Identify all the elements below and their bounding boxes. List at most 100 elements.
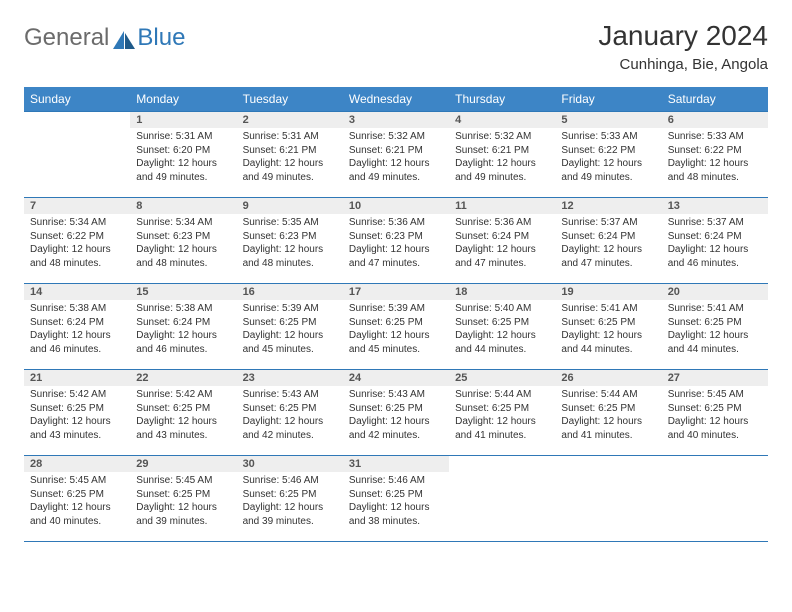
calendar-day-cell: 29 Sunrise: 5:45 AMSunset: 6:25 PMDayligh… xyxy=(130,456,236,542)
sunset-text: Sunset: 6:24 PM xyxy=(136,316,230,330)
daylight-text: Daylight: 12 hours and 49 minutes. xyxy=(243,157,337,184)
sunrise-text: Sunrise: 5:37 AM xyxy=(668,216,762,230)
calendar-day-cell: 4Sunrise: 5:32 AMSunset: 6:21 PMDaylight… xyxy=(449,112,555,198)
day-number: 13 xyxy=(662,198,768,214)
day-number: 18 xyxy=(449,284,555,300)
day-number: 26 xyxy=(555,370,661,386)
calendar-day-cell: 25Sunrise: 5:44 AMSunset: 6:25 PMDayligh… xyxy=(449,370,555,456)
sunrise-text: Sunrise: 5:33 AM xyxy=(561,130,655,144)
sunrise-text: Sunrise: 5:36 AM xyxy=(349,216,443,230)
calendar-day-cell: 8Sunrise: 5:34 AMSunset: 6:23 PMDaylight… xyxy=(130,198,236,284)
sunrise-text: Sunrise: 5:34 AM xyxy=(136,216,230,230)
day-detail: Sunrise: 5:37 AMSunset: 6:24 PMDaylight:… xyxy=(555,214,661,274)
calendar-day-cell: 18Sunrise: 5:40 AMSunset: 6:25 PMDayligh… xyxy=(449,284,555,370)
sunrise-text: Sunrise: 5:32 AM xyxy=(455,130,549,144)
sunrise-text: Sunrise: 5:31 AM xyxy=(136,130,230,144)
calendar-day-cell: 3Sunrise: 5:32 AMSunset: 6:21 PMDaylight… xyxy=(343,112,449,198)
sunrise-text: Sunrise: 5:42 AM xyxy=(30,388,124,402)
sunrise-text: Sunrise: 5:43 AM xyxy=(243,388,337,402)
sunrise-text: Sunrise: 5:36 AM xyxy=(455,216,549,230)
sunrise-text: Sunrise: 5:46 AM xyxy=(349,474,443,488)
calendar-week-row: 1Sunrise: 5:31 AMSunset: 6:20 PMDaylight… xyxy=(24,112,768,198)
calendar-day-cell: 10Sunrise: 5:36 AMSunset: 6:23 PMDayligh… xyxy=(343,198,449,284)
sunrise-text: Sunrise: 5:39 AM xyxy=(243,302,337,316)
day-number: 28 xyxy=(24,456,130,472)
daylight-text: Daylight: 12 hours and 44 minutes. xyxy=(561,329,655,356)
calendar-day-cell: 12Sunrise: 5:37 AMSunset: 6:24 PMDayligh… xyxy=(555,198,661,284)
sunset-text: Sunset: 6:24 PM xyxy=(455,230,549,244)
calendar-day-cell: 11Sunrise: 5:36 AMSunset: 6:24 PMDayligh… xyxy=(449,198,555,284)
day-number: 8 xyxy=(130,198,236,214)
day-number: 27 xyxy=(662,370,768,386)
calendar-week-row: 21Sunrise: 5:42 AMSunset: 6:25 PMDayligh… xyxy=(24,370,768,456)
daylight-text: Daylight: 12 hours and 39 minutes. xyxy=(136,501,230,528)
day-number: 9 xyxy=(237,198,343,214)
day-detail: Sunrise: 5:40 AMSunset: 6:25 PMDaylight:… xyxy=(449,300,555,360)
weekday-header: Saturday xyxy=(662,87,768,112)
day-detail: Sunrise: 5:38 AMSunset: 6:24 PMDaylight:… xyxy=(24,300,130,360)
calendar-week-row: 7Sunrise: 5:34 AMSunset: 6:22 PMDaylight… xyxy=(24,198,768,284)
sunset-text: Sunset: 6:25 PM xyxy=(349,488,443,502)
sunrise-text: Sunrise: 5:38 AM xyxy=(30,302,124,316)
sunset-text: Sunset: 6:21 PM xyxy=(349,144,443,158)
calendar-week-row: 14Sunrise: 5:38 AMSunset: 6:24 PMDayligh… xyxy=(24,284,768,370)
daylight-text: Daylight: 12 hours and 48 minutes. xyxy=(243,243,337,270)
day-detail: Sunrise: 5:44 AMSunset: 6:25 PMDaylight:… xyxy=(555,386,661,446)
daylight-text: Daylight: 12 hours and 40 minutes. xyxy=(30,501,124,528)
sunset-text: Sunset: 6:25 PM xyxy=(561,402,655,416)
daylight-text: Daylight: 12 hours and 40 minutes. xyxy=(668,415,762,442)
day-number: 19 xyxy=(555,284,661,300)
sunrise-text: Sunrise: 5:44 AM xyxy=(455,388,549,402)
day-detail: Sunrise: 5:42 AMSunset: 6:25 PMDaylight:… xyxy=(130,386,236,446)
sunset-text: Sunset: 6:24 PM xyxy=(561,230,655,244)
daylight-text: Daylight: 12 hours and 49 minutes. xyxy=(349,157,443,184)
brand-part1: General xyxy=(24,24,109,52)
daylight-text: Daylight: 12 hours and 47 minutes. xyxy=(455,243,549,270)
daylight-text: Daylight: 12 hours and 46 minutes. xyxy=(136,329,230,356)
sunset-text: Sunset: 6:24 PM xyxy=(30,316,124,330)
day-number: 29 xyxy=(130,456,236,472)
day-number: 21 xyxy=(24,370,130,386)
day-detail: Sunrise: 5:43 AMSunset: 6:25 PMDaylight:… xyxy=(237,386,343,446)
day-detail: Sunrise: 5:33 AMSunset: 6:22 PMDaylight:… xyxy=(662,128,768,188)
sunset-text: Sunset: 6:25 PM xyxy=(668,316,762,330)
day-number: 30 xyxy=(237,456,343,472)
weekday-header: Monday xyxy=(130,87,236,112)
daylight-text: Daylight: 12 hours and 49 minutes. xyxy=(455,157,549,184)
calendar-day-cell: 19Sunrise: 5:41 AMSunset: 6:25 PMDayligh… xyxy=(555,284,661,370)
sail-icon xyxy=(113,28,135,46)
daylight-text: Daylight: 12 hours and 42 minutes. xyxy=(243,415,337,442)
calendar-day-cell: 5Sunrise: 5:33 AMSunset: 6:22 PMDaylight… xyxy=(555,112,661,198)
day-detail: Sunrise: 5:36 AMSunset: 6:24 PMDaylight:… xyxy=(449,214,555,274)
sunrise-text: Sunrise: 5:38 AM xyxy=(136,302,230,316)
sunset-text: Sunset: 6:25 PM xyxy=(455,402,549,416)
day-detail: Sunrise: 5:41 AMSunset: 6:25 PMDaylight:… xyxy=(662,300,768,360)
daylight-text: Daylight: 12 hours and 39 minutes. xyxy=(243,501,337,528)
sunset-text: Sunset: 6:25 PM xyxy=(30,402,124,416)
day-detail: Sunrise: 5:41 AMSunset: 6:25 PMDaylight:… xyxy=(555,300,661,360)
day-number: 10 xyxy=(343,198,449,214)
daylight-text: Daylight: 12 hours and 45 minutes. xyxy=(349,329,443,356)
day-detail: Sunrise: 5:43 AMSunset: 6:25 PMDaylight:… xyxy=(343,386,449,446)
header: General Blue January 2024 Cunhinga, Bie,… xyxy=(24,20,768,73)
sunset-text: Sunset: 6:25 PM xyxy=(243,488,337,502)
calendar-day-cell xyxy=(555,456,661,542)
daylight-text: Daylight: 12 hours and 48 minutes. xyxy=(668,157,762,184)
day-detail: Sunrise: 5:45 AMSunset: 6:25 PMDaylight:… xyxy=(24,472,130,532)
day-detail: Sunrise: 5:31 AMSunset: 6:21 PMDaylight:… xyxy=(237,128,343,188)
sunset-text: Sunset: 6:25 PM xyxy=(136,488,230,502)
daylight-text: Daylight: 12 hours and 41 minutes. xyxy=(455,415,549,442)
sunset-text: Sunset: 6:25 PM xyxy=(243,402,337,416)
daylight-text: Daylight: 12 hours and 48 minutes. xyxy=(136,243,230,270)
sunrise-text: Sunrise: 5:45 AM xyxy=(136,474,230,488)
weekday-header: Tuesday xyxy=(237,87,343,112)
sunset-text: Sunset: 6:23 PM xyxy=(349,230,443,244)
sunset-text: Sunset: 6:25 PM xyxy=(136,402,230,416)
sunrise-text: Sunrise: 5:34 AM xyxy=(30,216,124,230)
calendar-day-cell: 21Sunrise: 5:42 AMSunset: 6:25 PMDayligh… xyxy=(24,370,130,456)
sunrise-text: Sunrise: 5:32 AM xyxy=(349,130,443,144)
sunrise-text: Sunrise: 5:33 AM xyxy=(668,130,762,144)
sunrise-text: Sunrise: 5:41 AM xyxy=(561,302,655,316)
daylight-text: Daylight: 12 hours and 49 minutes. xyxy=(561,157,655,184)
day-number: 31 xyxy=(343,456,449,472)
